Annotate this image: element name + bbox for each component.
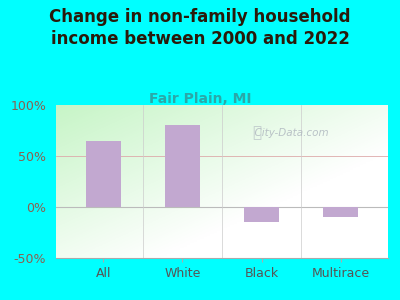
Bar	[244, 207, 279, 222]
Bar	[86, 141, 121, 207]
Bar	[165, 125, 200, 207]
Text: City-Data.com: City-Data.com	[248, 128, 329, 137]
Bar	[323, 207, 358, 217]
Text: ⌕: ⌕	[252, 125, 262, 140]
Text: Change in non-family household
income between 2000 and 2022: Change in non-family household income be…	[49, 8, 351, 48]
Text: Fair Plain, MI: Fair Plain, MI	[149, 92, 251, 106]
